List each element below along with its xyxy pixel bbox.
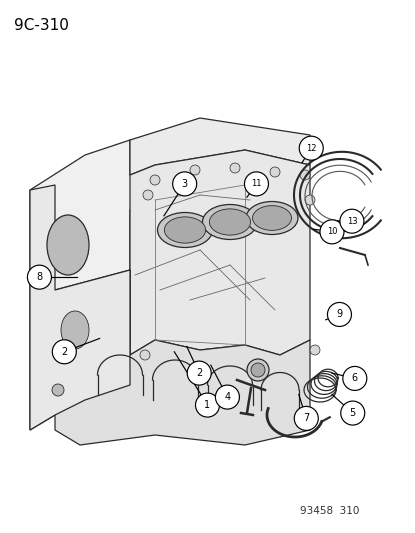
Ellipse shape xyxy=(247,359,269,381)
Text: 13: 13 xyxy=(347,217,357,225)
Circle shape xyxy=(341,401,365,425)
Text: 6: 6 xyxy=(352,374,358,383)
Circle shape xyxy=(310,345,320,355)
Text: 1: 1 xyxy=(205,400,210,410)
Circle shape xyxy=(300,170,310,180)
Polygon shape xyxy=(55,270,310,445)
Circle shape xyxy=(320,220,344,244)
Text: 4: 4 xyxy=(225,392,230,402)
Text: 2: 2 xyxy=(61,347,68,357)
Circle shape xyxy=(215,385,239,409)
Ellipse shape xyxy=(61,311,89,349)
Text: 10: 10 xyxy=(327,228,337,236)
Circle shape xyxy=(340,209,364,233)
Ellipse shape xyxy=(164,217,205,243)
Circle shape xyxy=(143,190,153,200)
Text: 8: 8 xyxy=(37,272,42,282)
Circle shape xyxy=(270,167,280,177)
Circle shape xyxy=(305,195,315,205)
Circle shape xyxy=(343,366,367,391)
Circle shape xyxy=(230,163,240,173)
Polygon shape xyxy=(130,118,310,175)
Circle shape xyxy=(27,265,51,289)
Ellipse shape xyxy=(203,205,257,239)
Circle shape xyxy=(299,136,323,160)
Circle shape xyxy=(173,172,197,196)
Circle shape xyxy=(187,361,211,385)
Text: 11: 11 xyxy=(251,180,262,188)
Text: 93458  310: 93458 310 xyxy=(300,506,360,516)
Polygon shape xyxy=(30,140,155,430)
Ellipse shape xyxy=(251,363,265,377)
Circle shape xyxy=(190,165,200,175)
Circle shape xyxy=(244,172,269,196)
Ellipse shape xyxy=(158,213,212,247)
Circle shape xyxy=(150,175,160,185)
Text: 5: 5 xyxy=(349,408,356,418)
Circle shape xyxy=(52,340,76,364)
Ellipse shape xyxy=(47,215,89,275)
Ellipse shape xyxy=(52,384,64,396)
Circle shape xyxy=(294,406,318,431)
Circle shape xyxy=(140,350,150,360)
Text: 3: 3 xyxy=(182,179,188,189)
Text: 2: 2 xyxy=(196,368,203,378)
Circle shape xyxy=(327,302,352,327)
Ellipse shape xyxy=(210,209,251,235)
Ellipse shape xyxy=(246,201,298,235)
Text: 9C-310: 9C-310 xyxy=(14,18,69,33)
Text: 9: 9 xyxy=(337,310,342,319)
Polygon shape xyxy=(130,150,310,355)
Text: 7: 7 xyxy=(303,414,310,423)
Polygon shape xyxy=(30,185,130,430)
Circle shape xyxy=(195,393,220,417)
Text: 12: 12 xyxy=(306,144,317,152)
Ellipse shape xyxy=(252,206,291,230)
